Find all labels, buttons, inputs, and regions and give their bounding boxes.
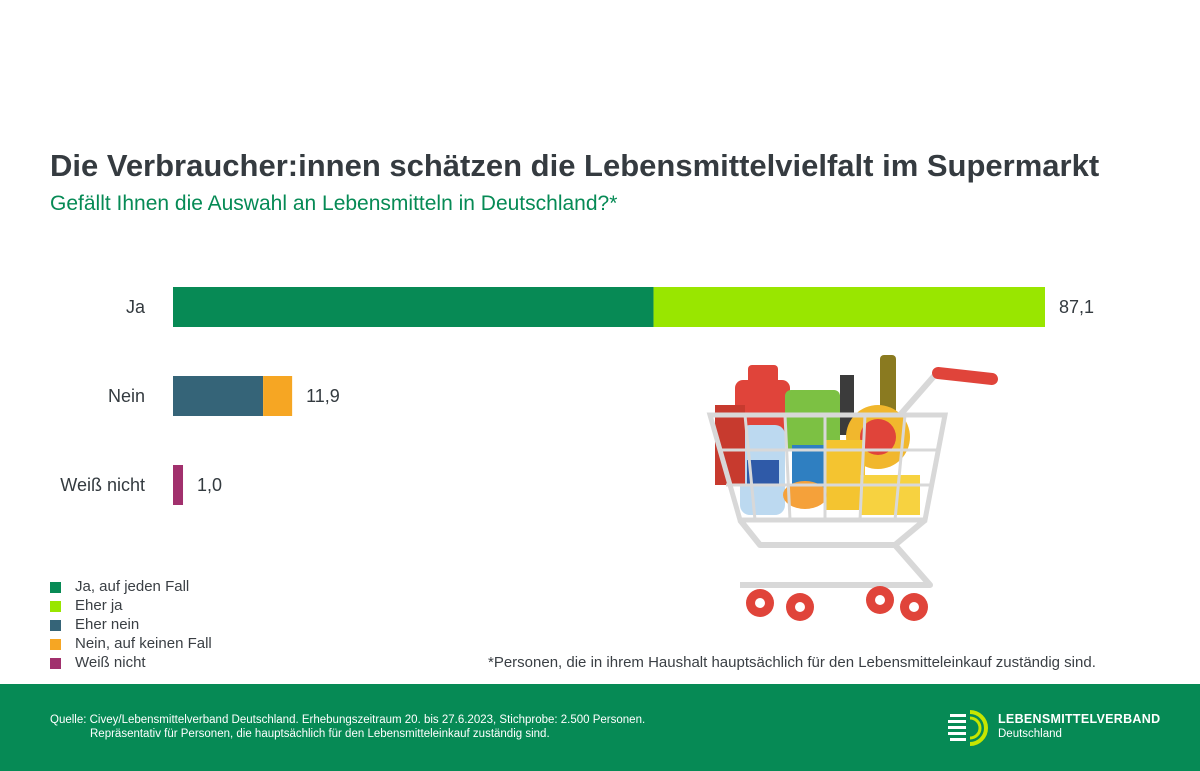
logo-mark-icon — [948, 710, 988, 746]
bar-segment — [173, 376, 264, 416]
chart-subtitle: Gefällt Ihnen die Auswahl an Lebensmitte… — [50, 192, 618, 215]
legend-label: Nein, auf keinen Fall — [75, 635, 212, 652]
logo-name: LEBENSMITTELVERBAND — [998, 712, 1161, 726]
source-line-1: Quelle: Civey/Lebensmittelverband Deutsc… — [50, 714, 646, 726]
shopping-cart-illustration — [706, 355, 998, 621]
category-label: Nein — [108, 386, 145, 406]
legend-swatch — [50, 582, 61, 593]
legend-swatch — [50, 620, 61, 631]
bar-segment — [173, 465, 184, 505]
chart-title: Die Verbraucher:innen schätzen die Leben… — [50, 148, 1100, 183]
legend-label: Eher nein — [75, 616, 140, 633]
logo-subtitle: Deutschland — [998, 728, 1062, 740]
legend-label: Eher ja — [75, 597, 123, 614]
footer-bar: Quelle: Civey/Lebensmittelverband Deutsc… — [0, 684, 1200, 771]
legend-swatch — [50, 601, 61, 612]
bar-segment — [173, 287, 654, 327]
lebensmittelverband-logo[interactable]: LEBENSMITTELVERBAND Deutschland — [948, 706, 1161, 750]
bar-total-label: 87,1 — [1059, 297, 1094, 317]
legend-label: Ja, auf jeden Fall — [75, 578, 190, 595]
bar-total-label: 11,9 — [306, 386, 340, 406]
legend-label: Weiß nicht — [75, 654, 146, 671]
footnote: *Personen, die in ihrem Haushalt hauptsä… — [488, 654, 1096, 671]
bar-segment — [653, 287, 1045, 327]
category-label: Weiß nicht — [60, 475, 145, 495]
bar-total-label: 1,0 — [197, 475, 222, 495]
legend-swatch — [50, 658, 61, 669]
bar-chart: Ja 87,1 Nein 11,9 Weiß nicht 1,0 — [60, 287, 1094, 505]
bar-segment — [263, 376, 293, 416]
legend-swatch — [50, 639, 61, 650]
source-line-2: Repräsentativ für Personen, die hauptsäc… — [90, 728, 550, 740]
category-label: Ja — [126, 297, 146, 317]
